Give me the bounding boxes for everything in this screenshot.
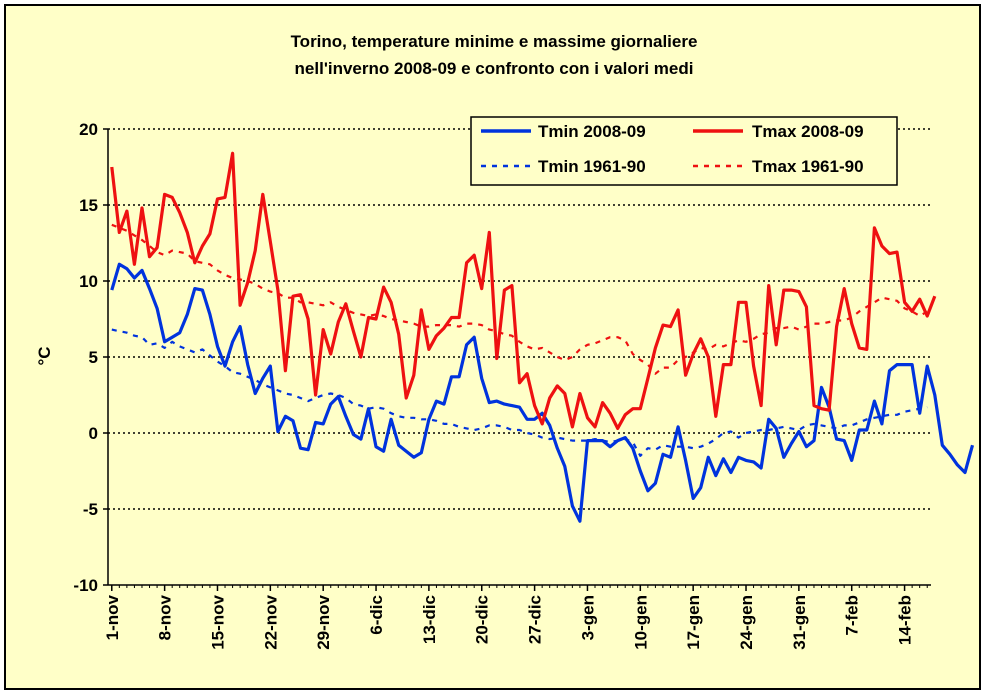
legend-box — [470, 116, 898, 186]
legend-label-tmin-2008: Tmin 2008-09 — [538, 122, 646, 141]
series-lines — [110, 151, 975, 523]
y-tick-label: 5 — [89, 348, 98, 367]
grid-lines — [107, 128, 931, 586]
x-tick-label: 8-nov — [156, 594, 175, 640]
series-line-tmin-1961-90 — [111, 328, 928, 457]
legend-label-tmin-normal: Tmin 1961-90 — [538, 157, 646, 176]
x-tick-label: 31-gen — [790, 595, 809, 650]
y-tick-label: 15 — [79, 196, 98, 215]
legend-label-tmax-normal: Tmax 1961-90 — [752, 157, 864, 176]
x-tick-label: 15-nov — [208, 594, 227, 649]
x-tick-label: 22-nov — [261, 594, 280, 649]
y-tick-label: 0 — [89, 424, 98, 443]
x-tick-label: 10-gen — [631, 595, 650, 650]
x-tick-label: 24-gen — [737, 595, 756, 650]
series-line-tmax-2008-09 — [110, 151, 937, 430]
x-tick-label: 29-nov — [314, 594, 333, 649]
y-tick-label: -10 — [73, 576, 98, 595]
x-tick-label: 3-gen — [578, 595, 597, 640]
x-tick-label: 7-feb — [843, 595, 862, 636]
legend: Tmin 2008-09 Tmax 2008-09 Tmin 1961-90 T… — [470, 116, 898, 186]
x-tick-label: 27-dic — [526, 595, 545, 644]
y-axis-label: °C — [35, 346, 54, 365]
x-tick-label: 13-dic — [420, 595, 439, 644]
x-tick-label: 17-gen — [684, 595, 703, 650]
x-tick-label: 14-feb — [896, 595, 915, 645]
y-tick-label: 10 — [79, 272, 98, 291]
x-tick-label: 20-dic — [473, 595, 492, 644]
series-line-tmax-1961-90 — [111, 223, 928, 375]
x-axis-ticks: 1-nov 8-nov 15-nov 22-nov 29-nov 6-dic 13-dic 2… — [103, 585, 928, 650]
y-axis-ticks: 20 15 10 5 0 -5 -10 — [73, 120, 108, 595]
y-tick-label: -5 — [83, 500, 98, 519]
x-tick-label: 1-nov — [103, 594, 122, 640]
chart-subtitle: nell'inverno 2008-09 e confronto con i v… — [295, 59, 694, 78]
y-tick-label: 20 — [79, 120, 98, 139]
chart-title: Torino, temperature minime e massime gio… — [291, 32, 698, 51]
legend-label-tmax-2008: Tmax 2008-09 — [752, 122, 864, 141]
x-tick-label: 6-dic — [367, 595, 386, 635]
